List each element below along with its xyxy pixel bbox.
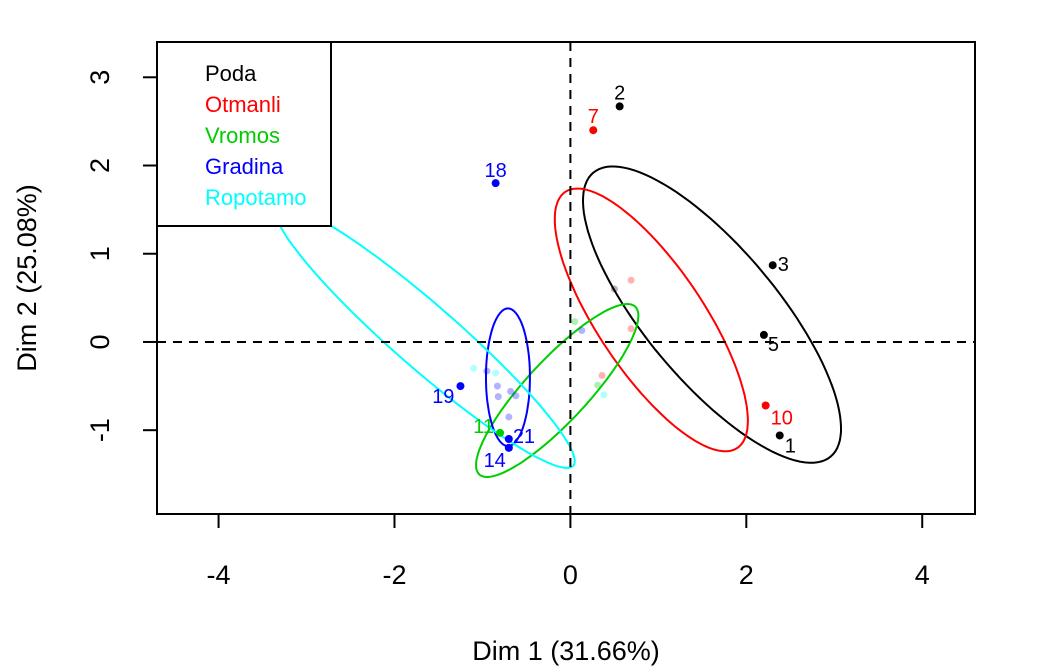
point-label: 10 [771,407,793,429]
point-label: 18 [485,160,507,182]
faint-point-gradina [507,387,515,395]
y-tick-label: 2 [85,158,115,173]
x-axis-title: Dim 1 (31.66%) [472,636,660,666]
y-tick-label: 3 [85,70,115,85]
faint-point-gradina [483,367,491,375]
point-label: 2 [614,82,625,104]
point-label: 3 [778,254,789,276]
point-1 [775,431,784,440]
y-tick-label: -1 [85,418,115,442]
point-21 [504,435,513,444]
legend-entry-gradina: Gradina [205,154,284,179]
point-5 [759,330,768,339]
legend-entry-ropotamo: Ropotamo [205,185,307,210]
x-tick-label: -2 [382,560,406,590]
faint-point-vromos [571,318,579,326]
faint-point-gradina [512,392,520,400]
point-label: 14 [484,450,506,472]
legend-entry-vromos: Vromos [205,123,280,148]
faint-point-otmanli [627,276,635,284]
x-axis: -4 -2 0 2 4 [207,513,930,590]
point-label: 19 [432,386,454,408]
y-axis-title: Dim 2 (25.08%) [12,184,42,372]
y-tick-label: 0 [85,334,115,349]
point-18 [491,179,500,188]
x-tick-label: 0 [563,560,578,590]
data-points: 27 18 3 5 10 1 19 11 21 14 [321,82,796,472]
point-label: 21 [513,426,535,448]
point-14 [504,443,513,452]
faint-point-gradina [505,413,513,421]
faint-point-vromos [594,381,602,389]
faint-point-ropotamo [492,369,500,377]
point-7 [589,126,598,135]
faint-point-otmanli [627,325,635,333]
point-3 [768,261,777,270]
point-label: 1 [785,435,796,457]
faint-point-ropotamo [600,391,608,399]
point-label: 5 [768,334,779,356]
point-label: 11 [473,416,494,438]
point-11 [496,428,505,437]
ellipse-otmanli [553,187,749,453]
legend-entry-otmanli: Otmanli [205,92,281,117]
faint-point-gradina [578,326,586,334]
faint-point-gradina [494,393,502,401]
legend-box [156,41,332,227]
x-tick-label: 4 [915,560,930,590]
confidence-ellipses [274,165,842,479]
ellipse-poda [581,165,842,464]
y-tick-label: 1 [85,246,115,261]
legend-entry-poda: Poda [205,61,257,86]
point-label: 7 [588,106,599,128]
faint-point-otmanli [598,371,606,379]
faint-point-poda [610,285,618,293]
point-19 [456,382,465,391]
point-10 [761,401,770,410]
ellipse-vromos [475,302,640,479]
legend: Poda Otmanli Vromos Gradina Ropotamo [156,41,332,227]
faint-point-gradina [493,382,501,390]
faint-point-ropotamo [470,364,478,372]
x-tick-label: -4 [207,560,231,590]
point-2 [615,102,624,111]
y-axis: -1 0 1 2 3 [85,70,158,442]
x-tick-label: 2 [739,560,754,590]
